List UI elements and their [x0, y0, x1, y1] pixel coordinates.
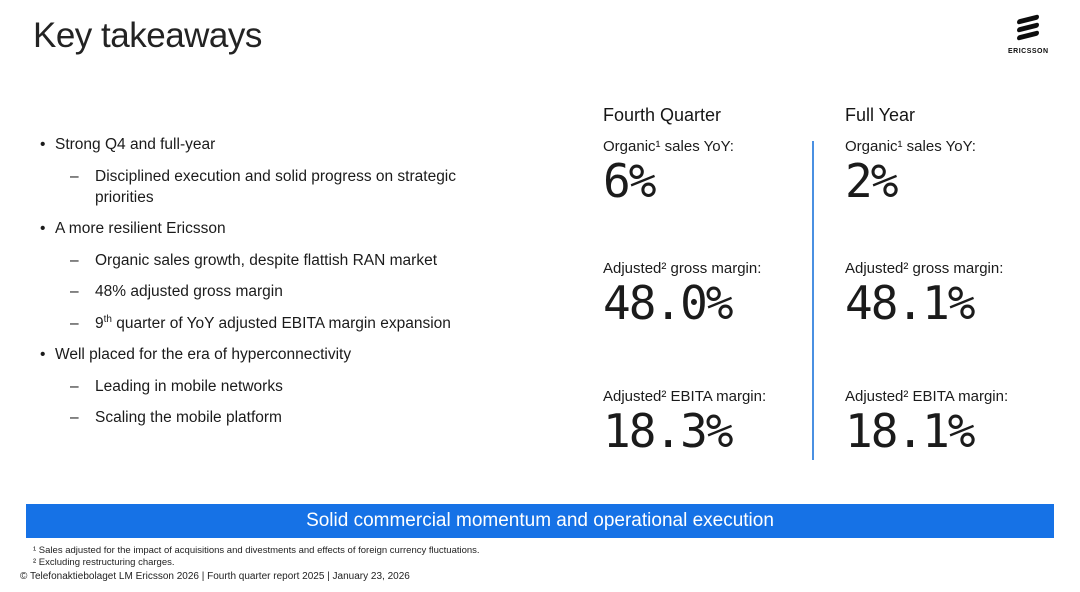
metric-value: 48.0%	[603, 276, 733, 330]
list-item-text: A more resilient Ericsson	[55, 220, 226, 237]
footnote-2: ² Excluding restructuring charges.	[33, 556, 175, 568]
bullet-icon: •	[40, 346, 46, 363]
list-item: – Disciplined execution and solid progre…	[33, 166, 515, 208]
footnotes: ¹ Sales adjusted for the impact of acqui…	[33, 545, 480, 568]
metric-value: 6%	[603, 154, 656, 208]
list-item: – Scaling the mobile platform	[33, 407, 515, 428]
metric: Adjusted² EBITA margin: 18.1%	[845, 388, 1008, 456]
metric-value: 2%	[845, 154, 898, 208]
dash-icon: –	[70, 377, 79, 395]
list-item: – 9th quarter of YoY adjusted EBITA marg…	[33, 313, 515, 334]
ericsson-bars-icon	[1017, 11, 1039, 43]
metric-label: Adjusted² EBITA margin:	[603, 388, 767, 405]
metric-value: 18.3%	[603, 404, 733, 458]
metrics-column-fourth-quarter: Fourth Quarter Organic¹ sales YoY: 6% Ad…	[603, 105, 813, 465]
list-item: – 48% adjusted gross margin	[33, 281, 515, 302]
ericsson-logo: ERICSSON	[1008, 14, 1048, 55]
ordinal-superscript: th	[103, 313, 112, 325]
list-item-text: Disciplined execution and solid progress…	[95, 167, 457, 206]
copyright-line: © Telefonaktiebolaget LM Ericsson 2026 |…	[20, 571, 410, 582]
dash-icon: –	[70, 251, 79, 269]
key-points-list: • Strong Q4 and full-year – Disciplined …	[33, 134, 533, 439]
metric: Adjusted² EBITA margin: 18.3%	[603, 388, 766, 456]
column-header: Fourth Quarter	[603, 105, 722, 125]
metric-label: Organic¹ sales YoY:	[845, 138, 976, 155]
list-item-text: Strong Q4 and full-year	[55, 136, 216, 153]
list-item-text: Scaling the mobile platform	[95, 409, 282, 426]
ericsson-wordmark: ERICSSON	[1008, 48, 1049, 55]
list-item: • A more resilient Ericsson	[33, 218, 533, 239]
page-title: Key takeaways	[33, 16, 262, 55]
metrics-column-full-year: Full Year Organic¹ sales YoY: 2% Adjuste…	[845, 105, 1055, 465]
footnote-1: ¹ Sales adjusted for the impact of acqui…	[33, 545, 480, 556]
dash-icon: –	[70, 283, 79, 300]
metric: Organic¹ sales YoY: 6%	[603, 138, 734, 206]
dash-icon: –	[70, 314, 79, 332]
list-item-text: Leading in mobile networks	[95, 377, 283, 395]
dash-icon: –	[70, 167, 79, 185]
list-item: – Leading in mobile networks	[33, 376, 515, 397]
metric-label: Adjusted² gross margin:	[603, 260, 762, 277]
column-divider	[812, 141, 814, 460]
metric-value: 48.1%	[845, 276, 975, 330]
metric-value: 18.1%	[845, 404, 975, 458]
metric: Adjusted² gross margin: 48.1%	[845, 260, 1003, 328]
dash-icon: –	[70, 409, 79, 426]
bullet-icon: •	[40, 220, 46, 237]
metric: Adjusted² gross margin: 48.0%	[603, 260, 761, 328]
metric-label: Organic¹ sales YoY:	[603, 138, 734, 155]
metric-label: Adjusted² gross margin:	[845, 260, 1004, 277]
metric-label: Adjusted² EBITA margin:	[845, 388, 1009, 405]
list-item-text: Organic sales growth, despite flattish R…	[95, 251, 437, 269]
list-item: • Well placed for the era of hyperconnec…	[33, 344, 533, 365]
list-item-text: Well placed for the era of hyperconnecti…	[55, 346, 352, 363]
list-item: • Strong Q4 and full-year	[33, 134, 533, 155]
list-item-text: 9th quarter of YoY adjusted EBITA margin…	[95, 313, 451, 332]
list-item-text: 48% adjusted gross margin	[95, 283, 283, 300]
summary-banner: Solid commercial momentum and operationa…	[26, 504, 1054, 538]
bullet-icon: •	[40, 136, 46, 153]
column-header: Full Year	[845, 105, 916, 125]
list-item: – Organic sales growth, despite flattish…	[33, 250, 515, 271]
metric: Organic¹ sales YoY: 2%	[845, 138, 976, 206]
